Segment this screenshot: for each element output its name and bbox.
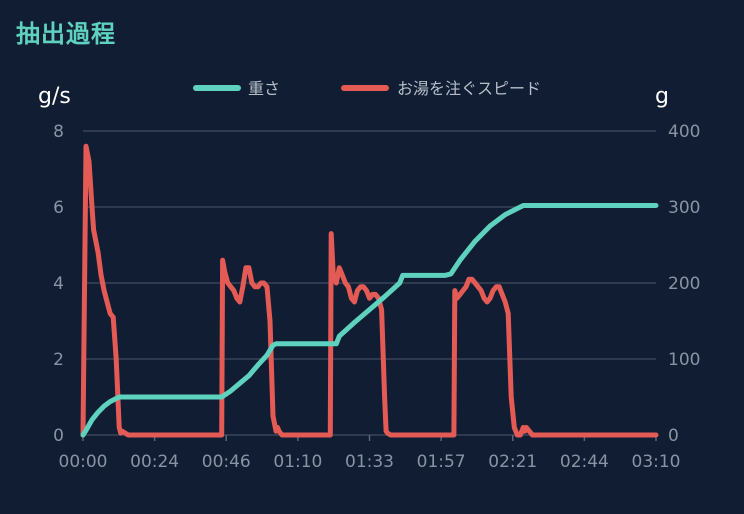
right-tick-label: 400	[668, 122, 700, 142]
x-tick-label: 00:00	[59, 452, 108, 472]
legend-label-pour-speed: お湯を注ぐスピード	[397, 79, 541, 98]
x-tick-label: 02:21	[488, 452, 537, 472]
right-axis-ticks: 0 100 200 300 400	[668, 122, 700, 446]
right-axis-unit: g	[655, 84, 669, 109]
x-tick-label: 01:57	[417, 452, 466, 472]
left-tick-label: 4	[53, 274, 64, 294]
x-tick-label: 01:10	[273, 452, 322, 472]
left-tick-label: 2	[53, 350, 64, 370]
legend-label-weight: 重さ	[248, 79, 280, 98]
grid	[83, 130, 656, 436]
x-tick-label: 01:33	[345, 452, 394, 472]
series-group	[80, 143, 659, 438]
left-tick-label: 0	[53, 426, 64, 446]
x-axis-ticks: 00:00 00:24 00:46 01:10 01:33 01:57 02:21 02:44…	[59, 435, 681, 472]
x-tick-label: 03:10	[632, 452, 681, 472]
left-axis-ticks: 0 2 4 6 8	[53, 122, 64, 446]
series-line-pour-speed	[80, 143, 659, 438]
right-tick-label: 100	[668, 350, 700, 370]
page-title: 抽出過程	[16, 20, 116, 48]
series-line-weight	[80, 203, 659, 438]
right-tick-label: 0	[668, 426, 679, 446]
left-axis-unit: g/s	[38, 84, 71, 109]
left-tick-label: 8	[53, 122, 64, 142]
x-tick-label: 00:24	[130, 452, 179, 472]
left-tick-label: 6	[53, 198, 64, 218]
right-tick-label: 200	[668, 274, 700, 294]
right-tick-label: 300	[668, 198, 700, 218]
legend: 重さ お湯を注ぐスピード	[193, 79, 541, 98]
x-tick-label: 00:46	[202, 452, 251, 472]
x-tick-label: 02:44	[560, 452, 609, 472]
